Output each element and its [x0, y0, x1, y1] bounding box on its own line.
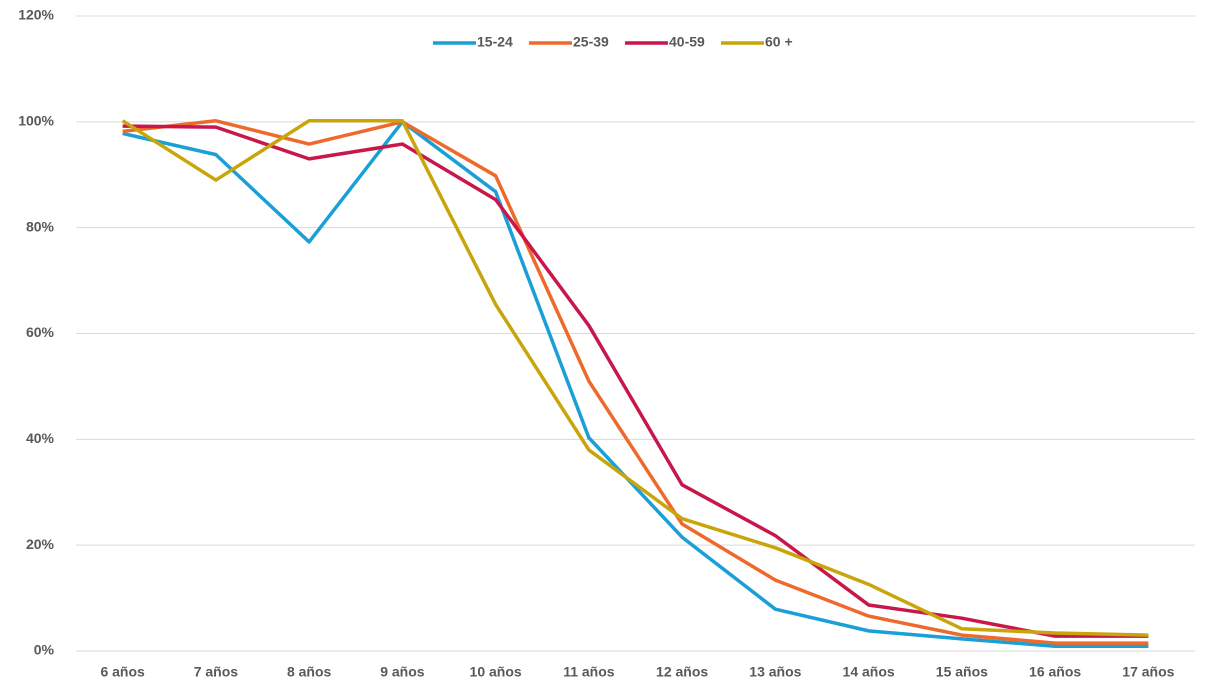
legend-label: 60 + [765, 34, 793, 50]
series-line [122, 120, 1149, 648]
x-tick-label: 12 años [656, 664, 708, 680]
y-tick-label: 40% [26, 430, 55, 446]
x-tick-label: 7 años [194, 664, 239, 680]
y-tick-label: 80% [26, 218, 55, 234]
x-tick-label: 17 años [1122, 664, 1174, 680]
x-tick-label: 13 años [749, 664, 801, 680]
legend-label: 25-39 [573, 34, 609, 50]
series-line [121, 119, 1149, 637]
y-tick-label: 60% [26, 324, 55, 340]
legend-label: 15-24 [477, 34, 513, 50]
x-tick-label: 6 años [100, 664, 145, 680]
y-tick-label: 0% [34, 642, 55, 658]
y-tick-label: 100% [18, 113, 54, 129]
x-tick-label: 14 años [843, 664, 895, 680]
x-tick-label: 10 años [470, 664, 522, 680]
y-tick-label: 120% [18, 7, 54, 23]
series-line [122, 119, 1149, 645]
x-tick-label: 15 años [936, 664, 988, 680]
series-line [122, 124, 1149, 638]
x-tick-label: 8 años [287, 664, 332, 680]
y-tick-label: 20% [26, 536, 55, 552]
x-tick-label: 9 años [380, 664, 425, 680]
x-tick-label: 11 años [563, 664, 615, 680]
x-tick-label: 16 años [1029, 664, 1081, 680]
legend-label: 40-59 [669, 34, 705, 50]
